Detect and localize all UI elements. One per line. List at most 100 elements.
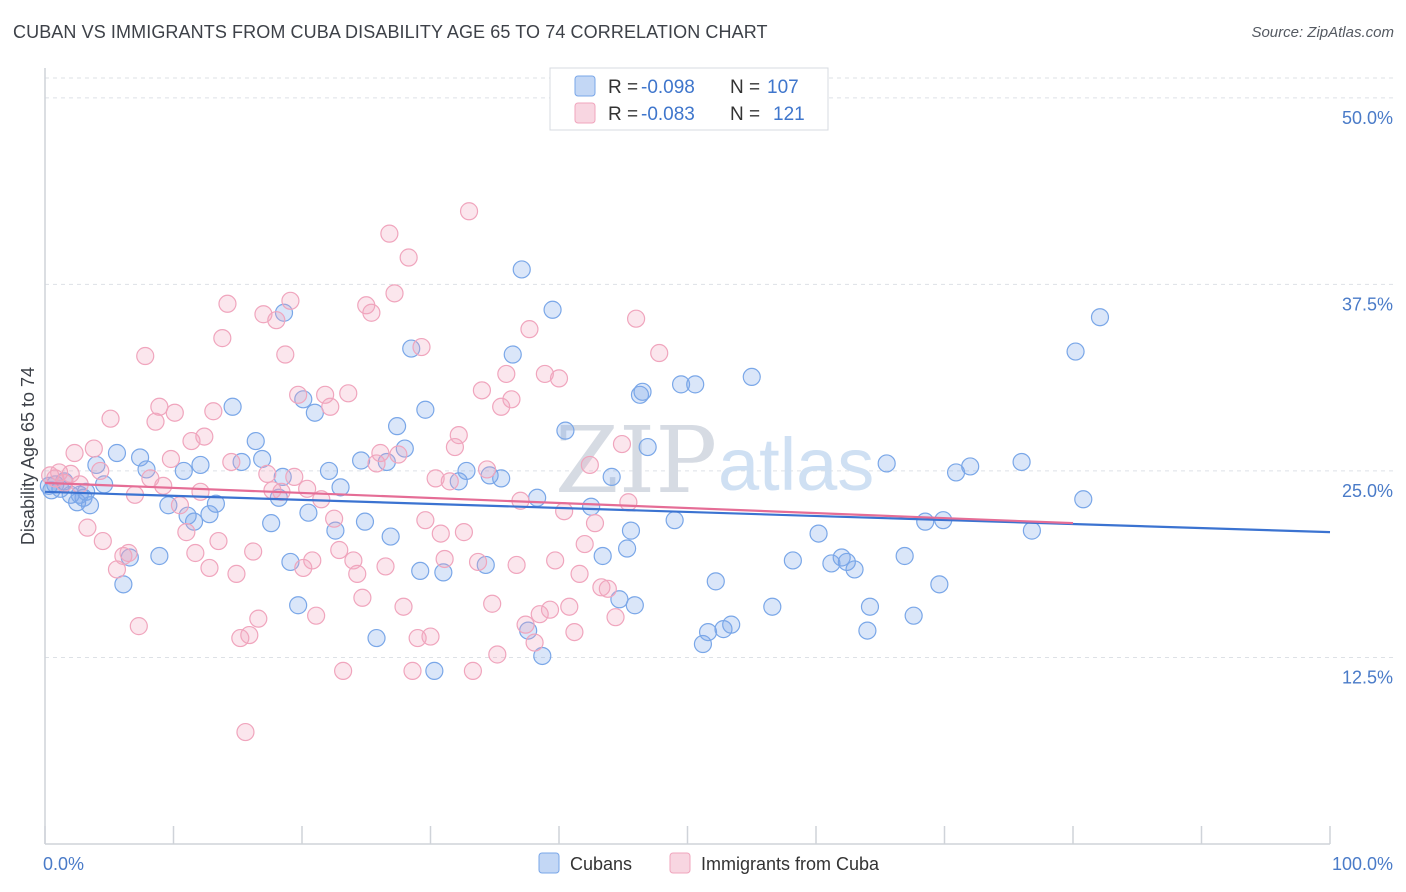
cubans-point — [367, 628, 386, 648]
cubans-point — [593, 546, 612, 566]
immigrants-point — [626, 309, 646, 328]
cubans-point — [722, 615, 741, 634]
immigrants-point — [161, 449, 181, 469]
watermark: ZIP atlas — [555, 407, 874, 514]
immigrants-point — [303, 551, 322, 570]
immigrants-point — [399, 248, 418, 267]
cubans-point — [961, 457, 980, 476]
immigrants-point — [298, 479, 317, 498]
immigrants-point — [394, 597, 413, 616]
immigrants-point — [380, 224, 399, 243]
cubans-point — [150, 546, 169, 566]
immigrants-point — [520, 320, 539, 339]
immigrants-point — [650, 343, 669, 363]
immigrants-point — [218, 294, 237, 313]
immigrants-point — [334, 661, 353, 680]
immigrants-point — [606, 608, 625, 627]
cubans-point — [289, 596, 308, 615]
immigrants-point — [146, 412, 165, 431]
immigrants-point — [200, 558, 219, 578]
cubans-point — [174, 461, 193, 481]
y-axis-title: Disability Age 65 to 74 — [18, 367, 38, 545]
immigrants-point — [307, 606, 326, 625]
immigrants-point — [204, 402, 223, 421]
cubans-point — [503, 345, 522, 364]
immigrants-point — [549, 369, 569, 388]
correlation-legend: R = -0.098 N = 107 R = -0.083 N = 121 — [549, 67, 829, 131]
cubans-point — [809, 524, 828, 543]
cubans-point — [206, 494, 226, 513]
cubans-point — [528, 488, 547, 507]
immigrants-point — [236, 722, 255, 742]
legend-swatch-cubans — [574, 75, 596, 97]
immigrants-point — [389, 445, 408, 464]
immigrants-point — [258, 464, 277, 484]
bottom-legend-label-cubans: Cubans — [570, 854, 632, 874]
cubans-point — [107, 443, 127, 463]
immigrants-point — [555, 502, 574, 521]
immigrants-point — [431, 524, 450, 543]
cubans-point — [621, 521, 641, 540]
cubans-point — [387, 417, 407, 436]
immigrants-point — [376, 557, 395, 576]
immigrants-point — [403, 661, 422, 680]
cubans-point — [602, 467, 621, 486]
immigrants-point — [449, 426, 468, 445]
series-immigrants-points — [41, 202, 669, 742]
legend-n-label-1: N = — [730, 104, 760, 125]
legend-r-value-0: -0.098 — [641, 77, 695, 98]
immigrants-point — [367, 454, 386, 473]
cubans-point — [492, 469, 511, 488]
cubans-point — [416, 400, 435, 419]
cubans-point — [686, 375, 705, 394]
immigrants-point — [316, 385, 335, 404]
x-ticks — [44, 826, 1331, 844]
y-tick-label: 50.0% — [1342, 108, 1393, 128]
immigrants-point — [362, 303, 381, 322]
cubans-point — [191, 455, 210, 475]
immigrants-point — [150, 397, 169, 416]
x-tick-label-min: 0.0% — [43, 854, 84, 874]
series-legend: Cubans Immigrants from Cuba — [538, 852, 880, 874]
trend-line-cubans — [44, 490, 1331, 534]
immigrants-point — [530, 605, 549, 624]
cubans-point — [845, 560, 864, 579]
immigrants-point — [84, 439, 103, 458]
immigrants-point — [492, 397, 511, 416]
cubans-point — [706, 572, 725, 591]
bottom-legend-swatch-immigrants — [669, 852, 691, 874]
y-tick-label: 12.5% — [1342, 667, 1393, 687]
immigrants-point — [227, 564, 246, 583]
immigrants-point — [570, 564, 589, 583]
immigrants-point — [114, 546, 133, 566]
legend-n-value-1: 121 — [773, 104, 805, 125]
immigrants-point — [565, 622, 584, 642]
immigrants-point — [502, 390, 521, 409]
immigrants-point — [619, 493, 638, 512]
cubans-point — [299, 503, 318, 522]
immigrants-point — [65, 443, 84, 463]
immigrants-point — [516, 615, 535, 634]
immigrants-point — [585, 514, 605, 533]
cubans-point — [434, 563, 453, 582]
cubans-point — [916, 512, 935, 531]
immigrants-point — [580, 455, 599, 475]
cubans-point — [1012, 452, 1031, 472]
cubans-point — [671, 375, 691, 394]
immigrants-point — [209, 531, 228, 551]
immigrants-point — [421, 627, 440, 646]
immigrants-point — [213, 329, 232, 348]
immigrants-point — [488, 645, 507, 664]
cubans-point — [693, 634, 713, 654]
immigrants-point — [546, 551, 565, 570]
cubans-point — [698, 622, 718, 642]
bottom-legend-label-immigrants: Immigrants from Cuba — [701, 854, 880, 874]
cubans-point — [381, 527, 400, 546]
immigrants-point — [78, 518, 97, 537]
x-tick-label-max: 100.0% — [1332, 854, 1393, 874]
source-credit: Source: ZipAtlas.com — [1251, 24, 1394, 41]
cubans-point — [763, 597, 782, 616]
immigrants-point — [426, 469, 445, 488]
immigrants-point — [353, 588, 372, 607]
immigrants-point — [344, 551, 363, 570]
